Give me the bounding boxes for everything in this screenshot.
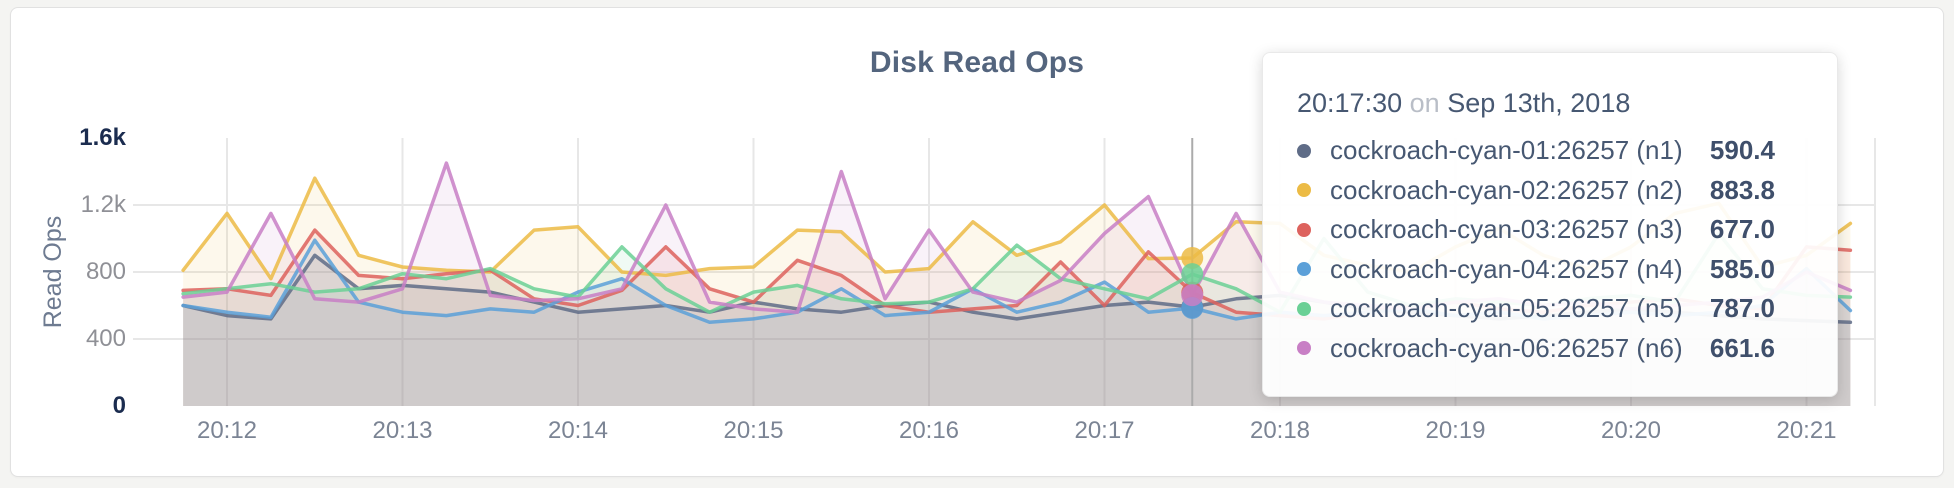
x-tick-label: 20:14: [547, 417, 609, 444]
x-tick-label: 20:17: [1074, 417, 1135, 444]
tooltip-series-value: 677.0: [1709, 214, 1775, 245]
series-color-dot-icon: [1297, 183, 1311, 198]
series-color-dot-icon: [1297, 262, 1311, 277]
tooltip-row-n5: cockroach-cyan-05:26257 (n5) 787.0: [1297, 289, 1775, 329]
tooltip-row-n6: cockroach-cyan-06:26257 (n6) 661.6: [1297, 329, 1775, 369]
tooltip-time: 20:17:30: [1297, 88, 1403, 118]
tooltip-on: on: [1409, 88, 1440, 118]
series-color-dot-icon: [1297, 222, 1311, 237]
tooltip-series-value: 661.6: [1709, 332, 1775, 363]
series-color-dot-icon: [1297, 143, 1311, 158]
tooltip-series-name: cockroach-cyan-03:26257 (n3): [1330, 214, 1683, 245]
x-tick-label: 20:21: [1776, 417, 1837, 444]
x-tick-label: 20:16: [898, 417, 960, 444]
tooltip-legend: cockroach-cyan-01:26257 (n1) 590.4 cockroa…: [1297, 131, 1775, 368]
y-tick-label: 1.2k: [80, 191, 126, 218]
tooltip-series-value: 590.4: [1709, 135, 1775, 166]
y-tick-label: 1.6k: [79, 124, 126, 151]
tooltip-row-n2: cockroach-cyan-02:26257 (n2) 883.8: [1297, 171, 1775, 211]
tooltip-series-name: cockroach-cyan-04:26257 (n4): [1330, 253, 1683, 284]
x-tick-label: 20:15: [723, 417, 784, 444]
tooltip-timestamp: 20:17:30 on Sep 13th, 2018: [1297, 83, 1775, 123]
hover-tooltip: 20:17:30 on Sep 13th, 2018 cockroach-cya…: [1262, 52, 1838, 397]
y-tick-label: 800: [85, 258, 126, 285]
y-tick-label: 400: [85, 325, 126, 352]
y-tick-label: 0: [112, 392, 126, 419]
tooltip-series-value: 883.8: [1709, 174, 1775, 205]
hover-dot-n2: [1181, 246, 1204, 269]
x-tick-label: 20:19: [1425, 417, 1486, 444]
tooltip-row-n3: cockroach-cyan-03:26257 (n3) 677.0: [1297, 210, 1775, 250]
hover-dot-n5: [1181, 263, 1204, 286]
x-tick-label: 20:18: [1249, 417, 1311, 444]
x-tick-label: 20:20: [1600, 417, 1662, 444]
tooltip-row-n4: cockroach-cyan-04:26257 (n4) 585.0: [1297, 250, 1775, 290]
x-tick-label: 20:13: [372, 417, 433, 444]
tooltip-series-name: cockroach-cyan-05:26257 (n5): [1330, 293, 1683, 324]
series-color-dot-icon: [1297, 301, 1311, 316]
x-tick-label: 20:12: [196, 417, 258, 444]
chart-title: Disk Read Ops: [869, 46, 1085, 79]
tooltip-series-name: cockroach-cyan-06:26257 (n6): [1330, 332, 1683, 363]
tooltip-series-value: 787.0: [1709, 293, 1775, 324]
tooltip-series-value: 585.0: [1709, 253, 1775, 284]
series-color-dot-icon: [1297, 341, 1311, 356]
tooltip-series-name: cockroach-cyan-01:26257 (n1): [1330, 135, 1683, 166]
tooltip-series-name: cockroach-cyan-02:26257 (n2): [1330, 174, 1683, 205]
hover-dot-n6: [1181, 284, 1204, 307]
tooltip-row-n1: cockroach-cyan-01:26257 (n1) 590.4: [1297, 131, 1775, 171]
tooltip-date: Sep 13th, 2018: [1447, 88, 1631, 118]
